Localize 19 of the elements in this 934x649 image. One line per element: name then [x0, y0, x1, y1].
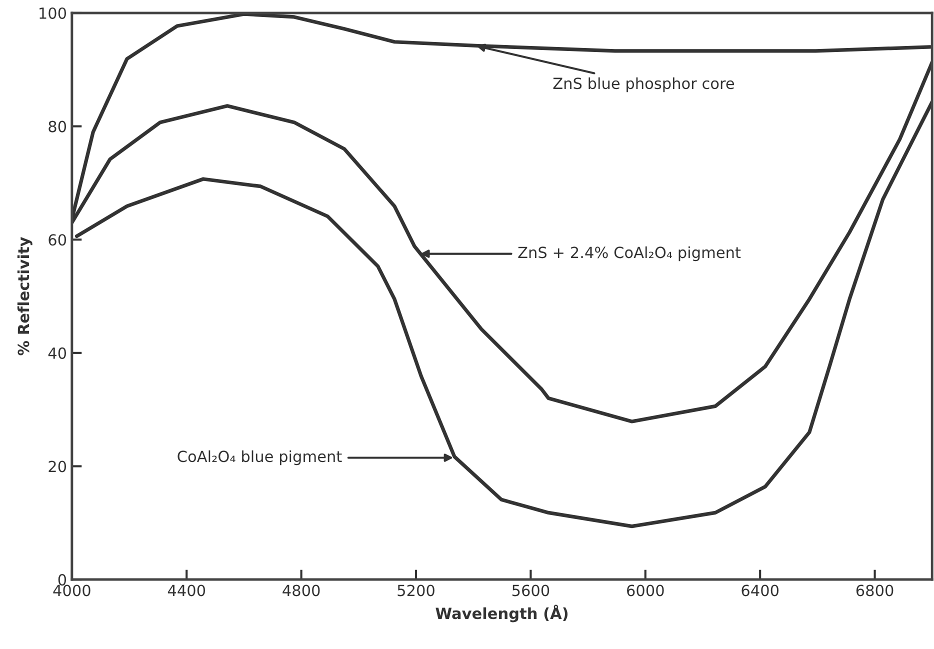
y-axis-title: % Reflectivity [17, 237, 32, 356]
annotation: ZnS + 2.4% CoAl₂O₄ pigment [518, 246, 741, 262]
x-tick-label: 5200 [398, 584, 434, 596]
annotation: ZnS blue phosphor core [553, 77, 734, 92]
x-tick-label: 6000 [627, 584, 664, 596]
x-axis-title: Wavelength (Å) [436, 604, 568, 622]
x-tick-label: 4800 [282, 584, 320, 596]
x-tick-label: 6400 [742, 584, 779, 596]
x-tick-label: 5600 [512, 584, 550, 596]
y-tick-label: 0 [58, 574, 66, 586]
y-tick-label: 40 [48, 347, 66, 359]
x-tick-label: 4000 [53, 584, 90, 596]
y-tick-label: 80 [48, 120, 66, 132]
annotation: CoAl₂O₄ blue pigment [178, 450, 342, 466]
y-tick-label: 100 [40, 7, 66, 19]
x-tick-label: 4400 [168, 584, 206, 596]
y-tick-label: 20 [48, 460, 66, 472]
y-tick-label: 60 [48, 234, 66, 246]
x-tick-label: 6800 [856, 584, 894, 596]
